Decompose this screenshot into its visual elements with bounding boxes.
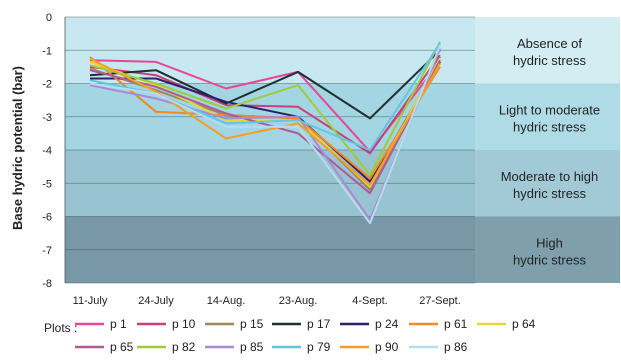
legend-item-label: p 86 [444, 340, 468, 354]
y-tick-label: -3 [42, 112, 52, 124]
legend-item-label: p 24 [375, 317, 399, 331]
zone-label: High [536, 235, 563, 250]
legend-item-label: p 85 [240, 340, 264, 354]
y-axis-ticks: 0 -1 -2 -3 -4 -5 -6 -7 -8 [42, 12, 52, 290]
zone-label: hydric stress [513, 119, 586, 134]
legend-item-label: p 65 [110, 340, 134, 354]
y-tick-label: -5 [42, 178, 52, 190]
x-tick-label: 14-Aug. [207, 295, 246, 307]
x-tick-label: 11-July [73, 295, 108, 307]
zone-label: hydric stress [513, 252, 586, 267]
zone-label: Light to moderate [499, 102, 600, 117]
legend-item-label: p 90 [375, 340, 399, 354]
y-tick-label: -4 [42, 145, 52, 157]
y-tick-label: -2 [42, 79, 52, 91]
zone-label: Moderate to high [501, 169, 599, 184]
legend-item-label: p 61 [444, 317, 468, 331]
y-tick-label: -7 [42, 245, 52, 257]
x-axis-ticks: 11-July 24-July 14-Aug. 23-Aug. 4-Sept. 27-Se… [73, 295, 461, 307]
zone-panel-3 [475, 216, 620, 283]
y-tick-label: 0 [46, 12, 52, 24]
series-line-p65 [89, 59, 441, 195]
series-line-p24 [90, 61, 441, 183]
legend: Plots : p 1 p 10 p 15 p 17 p 24 p 61 p 64 p 65 p… [44, 317, 536, 354]
series-lines [89, 41, 441, 225]
x-tick-label: 27-Sept. [419, 295, 461, 307]
legend-title: Plots : [44, 321, 77, 335]
zone-panel-1 [475, 83, 620, 150]
series-line-p86 [89, 44, 441, 225]
series-line-p90 [89, 57, 441, 186]
legend-item-label: p 1 [110, 317, 127, 331]
legend-item-label: p 10 [172, 317, 196, 331]
zone-panel-0 [475, 17, 620, 84]
legend-item-label: p 82 [172, 340, 196, 354]
legend-item-label: p 15 [240, 317, 264, 331]
legend-item-label: p 17 [307, 317, 331, 331]
x-tick-label: 4-Sept. [352, 295, 387, 307]
y-axis-label: Base hydric potential (bar) [10, 66, 25, 230]
y-tick-label: -1 [42, 45, 52, 57]
stress-zone-panels: Absence of hydric stress Light to moderate… [475, 17, 620, 283]
y-tick-label: -6 [42, 212, 52, 224]
series-line-p17 [89, 49, 441, 120]
series-line-p82 [89, 41, 441, 176]
zone-panel-2 [475, 150, 620, 217]
zone-label: hydric stress [513, 53, 586, 68]
legend-item-label: p 79 [307, 340, 331, 354]
y-tick-label: -8 [42, 278, 52, 290]
legend-item-label: p 64 [512, 317, 536, 331]
series-line-p10 [89, 54, 441, 155]
zone-label: hydric stress [513, 186, 586, 201]
x-tick-label: 24-July [138, 295, 174, 307]
x-tick-label: 23-Aug. [279, 295, 318, 307]
zone-label: Absence of [517, 36, 582, 51]
